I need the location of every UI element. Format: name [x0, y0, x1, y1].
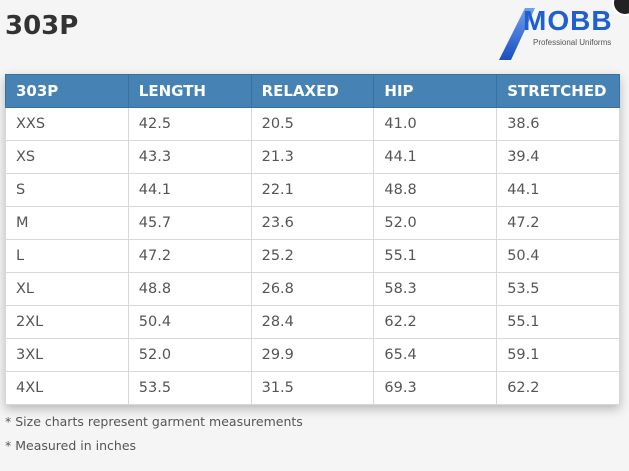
- table-row: XL 48.8 26.8 58.3 53.5: [5, 272, 620, 306]
- column-header: RELAXED: [250, 74, 375, 108]
- note-garment: * Size charts represent garment measurem…: [5, 414, 303, 429]
- logo-tagline: Professional Uniforms: [533, 38, 612, 47]
- table-cell: 52.0: [127, 338, 252, 372]
- table-cell: 31.5: [250, 371, 375, 405]
- column-header: HIP: [373, 74, 498, 108]
- header: 303P MOBB Professional Uniforms: [5, 0, 620, 74]
- notes: * Size charts represent garment measurem…: [5, 414, 620, 454]
- table-cell: XL: [5, 272, 129, 306]
- table-cell: 4XL: [5, 371, 129, 405]
- table-cell: 55.1: [496, 305, 620, 339]
- page-title: 303P: [5, 11, 79, 41]
- header-row: 303P LENGTH RELAXED HIP STRETCHED: [5, 74, 620, 108]
- table-cell: 26.8: [250, 272, 375, 306]
- table-row: 3XL 52.0 29.9 65.4 59.1: [5, 338, 620, 372]
- table-row: 4XL 53.5 31.5 69.3 62.2: [5, 371, 620, 405]
- table-cell: 47.2: [496, 206, 620, 240]
- table-cell: 62.2: [373, 305, 498, 339]
- table-cell: 38.6: [496, 107, 620, 141]
- page: 303P MOBB Professional Uniforms 303P LENG…: [5, 0, 620, 462]
- column-header: LENGTH: [127, 74, 252, 108]
- table-row: XXS 42.5 20.5 41.0 38.6: [5, 107, 620, 141]
- column-header: STRETCHED: [496, 74, 620, 108]
- logo-wordmark: MOBB: [523, 5, 613, 36]
- table-cell: 52.0: [373, 206, 498, 240]
- table-cell: 65.4: [373, 338, 498, 372]
- table-cell: XS: [5, 140, 129, 174]
- table-cell: L: [5, 239, 129, 273]
- note-units: * Measured in inches: [5, 438, 137, 453]
- table-cell: 55.1: [373, 239, 498, 273]
- table-row: L 47.2 25.2 55.1 50.4: [5, 239, 620, 273]
- table-row: 2XL 50.4 28.4 62.2 55.1: [5, 305, 620, 339]
- table-cell: 44.1: [127, 173, 252, 207]
- table-cell: 69.3: [373, 371, 498, 405]
- table-cell: 58.3: [373, 272, 498, 306]
- table-cell: 25.2: [250, 239, 375, 273]
- table-row: S 44.1 22.1 48.8 44.1: [5, 173, 620, 207]
- table-row: M 45.7 23.6 52.0 47.2: [5, 206, 620, 240]
- table-cell: 21.3: [250, 140, 375, 174]
- size-chart-table: 303P LENGTH RELAXED HIP STRETCHED XXS 42.5 20.…: [5, 74, 620, 405]
- table-cell: 53.5: [127, 371, 252, 405]
- table-cell: 28.4: [250, 305, 375, 339]
- table-cell: 47.2: [127, 239, 252, 273]
- logo-swoosh-icon: [499, 8, 535, 60]
- table-cell: 23.6: [250, 206, 375, 240]
- table-cell: 62.2: [496, 371, 620, 405]
- table-cell: 50.4: [127, 305, 252, 339]
- table-cell: 2XL: [5, 305, 129, 339]
- table-cell: 48.8: [373, 173, 498, 207]
- table-cell: 29.9: [250, 338, 375, 372]
- close-button[interactable]: [612, 0, 629, 16]
- mobb-logo: MOBB Professional Uniforms: [497, 4, 621, 60]
- table-cell: 59.1: [496, 338, 620, 372]
- table-cell: S: [5, 173, 129, 207]
- table-cell: 22.1: [250, 173, 375, 207]
- column-header: 303P: [5, 74, 129, 108]
- table-row: XS 43.3 21.3 44.1 39.4: [5, 140, 620, 174]
- table-cell: 20.5: [250, 107, 375, 141]
- table-cell: 44.1: [496, 173, 620, 207]
- table-cell: 50.4: [496, 239, 620, 273]
- table-cell: 3XL: [5, 338, 129, 372]
- table-cell: 39.4: [496, 140, 620, 174]
- table-cell: 43.3: [127, 140, 252, 174]
- table-cell: M: [5, 206, 129, 240]
- table-cell: 41.0: [373, 107, 498, 141]
- table-cell: 45.7: [127, 206, 252, 240]
- table-cell: 53.5: [496, 272, 620, 306]
- table-cell: 48.8: [127, 272, 252, 306]
- table-cell: XXS: [5, 107, 129, 141]
- table-cell: 44.1: [373, 140, 498, 174]
- table-cell: 42.5: [127, 107, 252, 141]
